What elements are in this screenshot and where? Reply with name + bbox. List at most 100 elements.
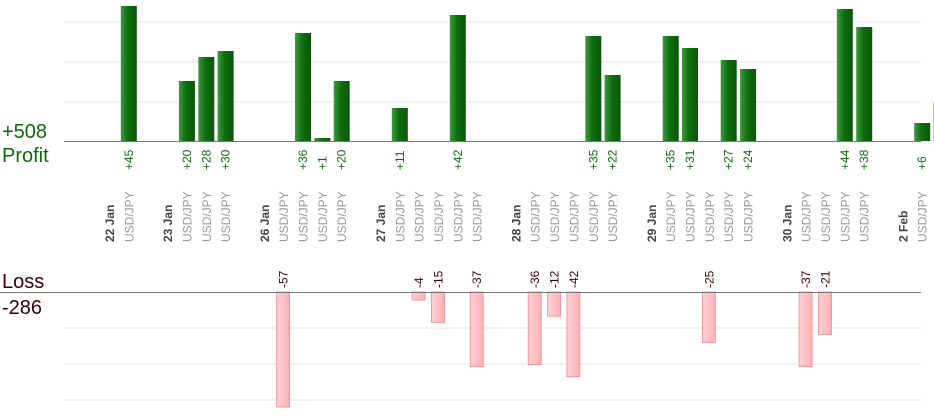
profit-bar bbox=[604, 75, 621, 141]
pair-label: USD/JPY bbox=[180, 191, 194, 242]
date-label: 28 Jan bbox=[509, 205, 523, 242]
pair-label: USD/JPY bbox=[587, 191, 601, 242]
loss-total: -286 bbox=[2, 297, 42, 319]
date-label: 2 Feb bbox=[896, 211, 910, 242]
profit-value-label: +1 bbox=[315, 156, 329, 170]
pair-label: USD/JPY bbox=[200, 191, 214, 242]
pair-label: USD/JPY bbox=[529, 191, 543, 242]
bars bbox=[120, 6, 934, 408]
date-label: 23 Jan bbox=[161, 205, 175, 242]
pair-label: USD/JPY bbox=[664, 191, 678, 242]
pair-label: USD/JPY bbox=[122, 191, 136, 242]
profit-bar bbox=[295, 33, 311, 141]
profit-total: +508 bbox=[2, 121, 47, 143]
loss-value-label: -42 bbox=[567, 270, 581, 288]
profit-bar bbox=[914, 123, 931, 141]
profit-value-label: +42 bbox=[451, 149, 465, 170]
profit-value-label: +11 bbox=[393, 150, 407, 170]
date-label: 26 Jan bbox=[258, 205, 272, 242]
pair-label: USD/JPY bbox=[219, 191, 233, 242]
profit-bar bbox=[720, 60, 737, 141]
pair-label: USD/JPY bbox=[413, 191, 427, 242]
pair-label: USD/JPY bbox=[800, 191, 814, 242]
loss-bar bbox=[818, 291, 832, 335]
loss-value-label: -25 bbox=[702, 270, 716, 288]
profit-bar bbox=[682, 48, 698, 141]
date-label: 22 Jan bbox=[103, 205, 117, 242]
profit-value-label: +35 bbox=[664, 149, 678, 170]
loss-value-label: -4 bbox=[412, 277, 426, 288]
loss-bar bbox=[411, 291, 426, 301]
date-label: 27 Jan bbox=[374, 205, 388, 242]
loss-bar bbox=[469, 291, 484, 367]
profit-bar bbox=[178, 81, 195, 141]
profit-value-label: +28 bbox=[199, 149, 213, 170]
profit-bar bbox=[217, 51, 234, 141]
date-label: 29 Jan bbox=[645, 205, 659, 242]
profit-bar bbox=[662, 36, 679, 141]
pair-label: USD/JPY bbox=[567, 191, 581, 242]
loss-value-label: -37 bbox=[470, 270, 484, 288]
pair-label: USD/JPY bbox=[606, 191, 620, 242]
profit-bar bbox=[120, 6, 137, 141]
loss-bar bbox=[527, 291, 542, 365]
pair-label: USD/JPY bbox=[297, 191, 311, 242]
loss-bar bbox=[798, 291, 813, 367]
loss-bar bbox=[702, 291, 716, 343]
profit-value-label: +20 bbox=[180, 149, 194, 170]
profit-value-label: +30 bbox=[219, 149, 233, 170]
profit-bar bbox=[449, 15, 466, 141]
pair-label: USD/JPY bbox=[335, 191, 349, 242]
profit-value-label: +38 bbox=[857, 149, 871, 170]
pair-label: USD/JPY bbox=[722, 191, 736, 242]
bar-labels: +45 +20 +28 +30 -57 +36 +1 +20 +11 -4 -15 +42 -37 -36… bbox=[122, 149, 929, 288]
loss-value-label: -36 bbox=[528, 270, 542, 288]
profit-value-label: +36 bbox=[296, 149, 310, 170]
pair-label: USD/JPY bbox=[393, 191, 407, 242]
profit-bar bbox=[391, 108, 408, 141]
loss-value-label: -37 bbox=[799, 270, 813, 288]
pair-label: USD/JPY bbox=[432, 191, 446, 242]
loss-value-label: -57 bbox=[277, 270, 291, 288]
profit-label: Profit bbox=[2, 145, 49, 167]
pair-label: USD/JPY bbox=[277, 191, 291, 242]
profit-value-label: +20 bbox=[335, 149, 349, 170]
loss-value-label: -15 bbox=[432, 270, 446, 288]
pair-label: USD/JPY bbox=[916, 191, 930, 242]
pair-label: USD/JPY bbox=[548, 191, 562, 242]
profit-value-label: +22 bbox=[606, 149, 620, 170]
profit-bar bbox=[585, 36, 602, 141]
loss-bar bbox=[276, 291, 291, 408]
profit-value-label: +45 bbox=[122, 149, 136, 170]
loss-bar bbox=[431, 291, 445, 323]
pair-label: USD/JPY bbox=[471, 191, 485, 242]
loss-value-label: -21 bbox=[819, 270, 833, 288]
pair-label: USD/JPY bbox=[819, 191, 833, 242]
profit-bar bbox=[198, 57, 215, 141]
profit-value-label: +24 bbox=[741, 149, 755, 170]
profit-value-label: +27 bbox=[722, 149, 736, 170]
profit-value-label: +44 bbox=[838, 149, 852, 170]
loss-value-label: -12 bbox=[548, 270, 562, 288]
loss-bar bbox=[547, 291, 561, 317]
profit-bar bbox=[740, 69, 757, 141]
profit-bar bbox=[836, 9, 853, 141]
pair-label: USD/JPY bbox=[858, 191, 872, 242]
profit-bar bbox=[333, 81, 350, 141]
pair-label: USD/JPY bbox=[742, 191, 756, 242]
pair-label: USD/JPY bbox=[684, 191, 698, 242]
pair-label: USD/JPY bbox=[838, 191, 852, 242]
loss-bar bbox=[566, 291, 581, 378]
profit-value-label: +31 bbox=[683, 149, 697, 170]
pair-label: USD/JPY bbox=[703, 191, 717, 242]
date-label: 30 Jan bbox=[780, 205, 794, 242]
profit-bar bbox=[314, 138, 331, 141]
category-labels: 22 Jan USD/JPY 23 Jan USD/JPY USD/JPY USD/JPY… bbox=[103, 191, 930, 242]
profit-value-label: +6 bbox=[915, 156, 929, 170]
profit-bar bbox=[856, 27, 873, 141]
loss-label: Loss bbox=[2, 271, 44, 293]
pair-label: USD/JPY bbox=[451, 191, 465, 242]
profit-value-label: +35 bbox=[586, 149, 600, 170]
